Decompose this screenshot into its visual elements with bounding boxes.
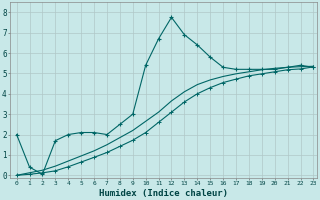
X-axis label: Humidex (Indice chaleur): Humidex (Indice chaleur) (99, 189, 228, 198)
